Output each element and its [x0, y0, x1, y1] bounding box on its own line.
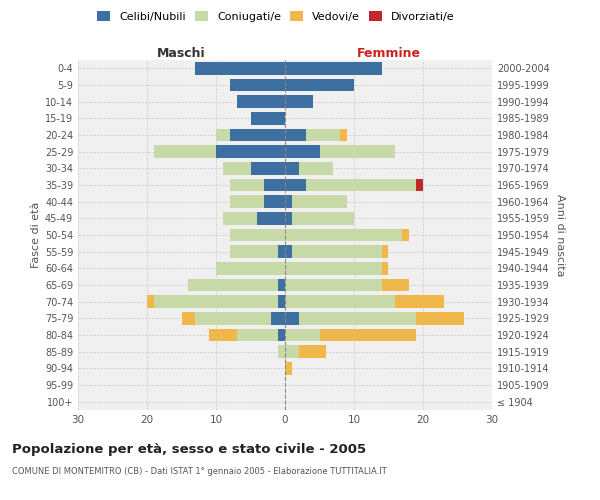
Bar: [285, 312, 299, 324]
Bar: [230, 79, 285, 92]
Bar: [285, 179, 306, 192]
Bar: [382, 279, 409, 291]
Text: COMUNE DI MONTEMITRO (CB) - Dati ISTAT 1° gennaio 2005 - Elaborazione TUTTITALIA: COMUNE DI MONTEMITRO (CB) - Dati ISTAT 1…: [12, 468, 387, 476]
Legend: Celibi/Nubili, Coniugati/e, Vedovi/e, Divorziati/e: Celibi/Nubili, Coniugati/e, Vedovi/e, Di…: [94, 8, 458, 25]
Bar: [278, 296, 285, 308]
Bar: [285, 62, 382, 74]
Bar: [154, 296, 278, 308]
Bar: [416, 179, 423, 192]
Bar: [237, 329, 278, 341]
Bar: [299, 312, 416, 324]
Bar: [230, 129, 285, 141]
Bar: [196, 62, 285, 74]
Bar: [285, 196, 292, 208]
Bar: [382, 262, 389, 274]
Bar: [216, 146, 285, 158]
Text: Popolazione per età, sesso e stato civile - 2005: Popolazione per età, sesso e stato civil…: [12, 442, 366, 456]
Bar: [285, 262, 382, 274]
Bar: [265, 196, 285, 208]
Bar: [285, 146, 320, 158]
Bar: [382, 246, 389, 258]
Bar: [292, 196, 347, 208]
Bar: [278, 246, 285, 258]
Bar: [278, 329, 285, 341]
Bar: [216, 129, 230, 141]
Bar: [285, 229, 402, 241]
Bar: [416, 312, 464, 324]
Bar: [223, 212, 257, 224]
Bar: [265, 179, 285, 192]
Bar: [251, 162, 285, 174]
Bar: [251, 112, 285, 124]
Bar: [230, 246, 278, 258]
Bar: [237, 96, 285, 108]
Bar: [285, 79, 354, 92]
Y-axis label: Fasce di età: Fasce di età: [31, 202, 41, 268]
Bar: [395, 296, 444, 308]
Y-axis label: Anni di nascita: Anni di nascita: [555, 194, 565, 276]
Bar: [154, 146, 216, 158]
Bar: [230, 179, 265, 192]
Bar: [278, 346, 285, 358]
Bar: [209, 329, 237, 341]
Bar: [306, 179, 416, 192]
Bar: [147, 296, 154, 308]
Bar: [285, 362, 292, 374]
Bar: [278, 279, 285, 291]
Bar: [285, 96, 313, 108]
Bar: [285, 346, 299, 358]
Bar: [292, 246, 382, 258]
Bar: [340, 129, 347, 141]
Bar: [306, 129, 340, 141]
Bar: [285, 129, 306, 141]
Bar: [285, 162, 299, 174]
Bar: [223, 162, 251, 174]
Text: Femmine: Femmine: [356, 47, 421, 60]
Bar: [299, 162, 334, 174]
Bar: [285, 212, 292, 224]
Bar: [230, 196, 265, 208]
Bar: [196, 312, 271, 324]
Bar: [320, 146, 395, 158]
Bar: [188, 279, 278, 291]
Bar: [292, 212, 354, 224]
Bar: [285, 296, 395, 308]
Bar: [285, 279, 382, 291]
Bar: [182, 312, 196, 324]
Bar: [257, 212, 285, 224]
Bar: [299, 346, 326, 358]
Text: Maschi: Maschi: [157, 47, 206, 60]
Bar: [402, 229, 409, 241]
Bar: [271, 312, 285, 324]
Bar: [285, 329, 320, 341]
Bar: [230, 229, 285, 241]
Bar: [285, 246, 292, 258]
Bar: [216, 262, 285, 274]
Bar: [320, 329, 416, 341]
